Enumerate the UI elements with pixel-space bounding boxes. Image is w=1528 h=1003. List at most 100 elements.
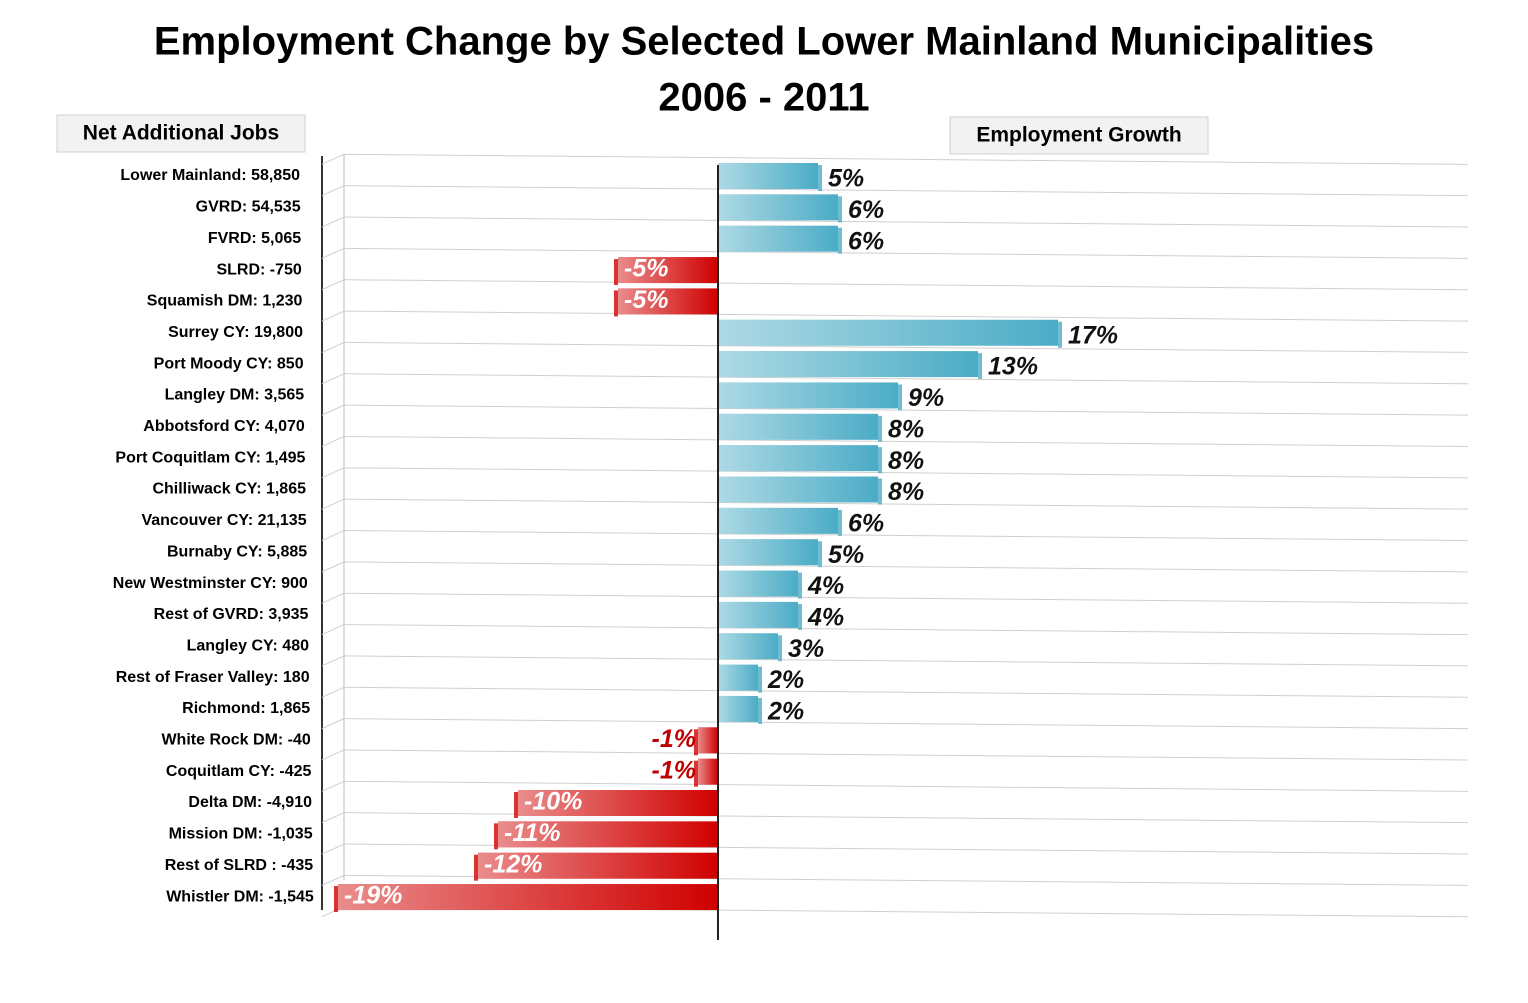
value-label: 8% [888,447,924,475]
grid-line [343,530,1469,542]
bar-side [1058,321,1062,348]
bars [334,163,1062,913]
bar-shine [718,601,798,628]
category-label: Vancouver CY: 21,135 [141,512,306,529]
bar-group [474,852,718,881]
value-label: -10% [524,788,582,816]
wall-line [321,467,345,479]
bar-shine [718,194,838,221]
wall-line [321,530,345,541]
wall-line [321,592,345,604]
bar-group [514,790,718,818]
bar-group [718,225,842,254]
header-box [949,116,1209,155]
grid-line [343,498,1469,510]
bar-group [718,633,782,662]
bar-shine [718,163,818,189]
value-label: 6% [848,509,884,537]
bar-group [694,727,718,756]
chart-subtitle: 2006 - 2011 [658,76,869,120]
bar-group [718,445,882,474]
category-label: Chilliwack CY: 1,865 [152,481,306,498]
value-label: 8% [888,415,924,443]
category-label: Coquitlam CY: -425 [166,763,312,780]
wall-line [321,655,345,667]
grid-line [343,216,1469,228]
bar-shine [718,382,898,409]
bar-side [514,792,518,818]
value-label: 6% [848,227,884,255]
bar-group [694,758,718,787]
bar-group [614,257,718,286]
wall-line [321,718,345,730]
category-label: Port Moody CY: 850 [154,355,304,372]
category-label: SLRD: -750 [216,261,301,278]
category-label: Rest of SLRD : -435 [165,857,314,874]
grid-line [343,624,1469,636]
bar-group [718,319,1062,348]
grid-line [343,404,1469,416]
grid-line [343,373,1469,385]
category-label: Whistler DM: -1,545 [166,888,314,905]
bar-shine [718,664,758,691]
grid-line [343,686,1469,698]
bar-side [878,415,882,442]
grid-line [343,655,1469,667]
bar-shine [718,445,878,472]
category-label: Abbotsford CY: 4,070 [143,418,305,435]
grid-line [343,718,1469,730]
category-label: Rest of GVRD: 3,935 [154,606,309,623]
category-label: Langley CY: 480 [187,637,310,654]
grid-line [343,749,1469,761]
bar-shine [718,539,818,566]
bar-group [718,664,762,693]
bar-side [878,447,882,474]
chart-title: Employment Change by Selected Lower Main… [154,20,1374,64]
grid-line [343,247,1469,259]
wall-line [321,341,345,353]
value-label: 4% [807,604,844,632]
value-label: -19% [344,882,402,910]
bar-group [718,507,842,536]
bar-group [718,695,762,724]
bar-side [778,635,782,662]
value-label: -12% [484,850,542,878]
bar-shine [698,727,718,754]
bar-group [718,163,822,191]
bar-shine [618,288,718,315]
bar-group [334,884,718,913]
wall-line [321,216,345,228]
bar-shine [478,852,718,879]
grid-line [343,561,1469,573]
header-box [56,114,306,153]
value-label: 2% [767,698,804,726]
bar-side [838,196,842,223]
category-label: White Rock DM: -40 [161,732,310,749]
bar-side [614,290,618,317]
grid-line [343,435,1469,447]
wall-line [321,310,345,322]
value-label: -1% [652,756,696,784]
bar-side [334,886,338,913]
bar-side [494,823,498,850]
grid-line [343,467,1469,479]
bar-group [718,351,982,380]
wall-line [321,843,345,855]
grid-line [343,592,1469,604]
left-header: Net Additional Jobs [83,122,279,145]
wall-line [321,153,345,165]
value-label: 17% [1068,321,1118,349]
category-label: Lower Mainland: 58,850 [120,167,300,184]
grid-line [343,153,1469,165]
category-label: New Westminster CY: 900 [113,575,308,592]
category-label: Richmond: 1,865 [182,700,310,717]
value-label: -5% [624,255,668,283]
bar-side [758,666,762,693]
category-label: Burnaby CY: 5,885 [167,543,307,560]
value-label: -1% [652,725,696,753]
bar-side [818,165,822,191]
bar-side [838,509,842,536]
value-label: 9% [908,384,944,412]
bar-group [718,382,902,411]
grid-line [343,780,1469,792]
